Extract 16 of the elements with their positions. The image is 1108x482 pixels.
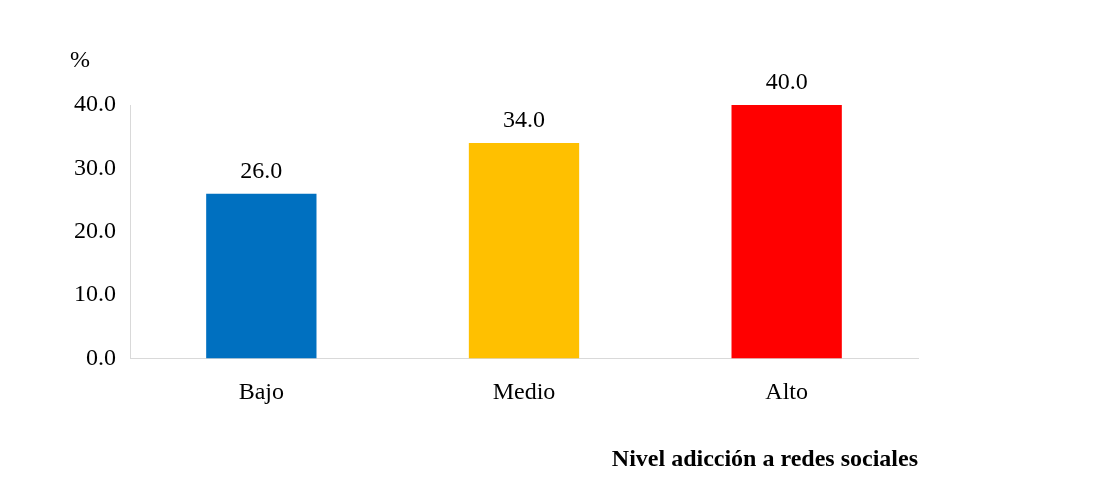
y-tick-label: 40.0 — [74, 90, 116, 117]
y-tick-label: 30.0 — [74, 153, 116, 180]
data-label: 34.0 — [503, 106, 545, 133]
data-label: 26.0 — [240, 156, 283, 183]
bar — [206, 193, 317, 359]
y-axis-title: % — [70, 46, 90, 73]
x-tick-label: Bajo — [238, 378, 284, 405]
x-tick-label: Medio — [492, 378, 556, 405]
x-tick-label: Alto — [765, 378, 808, 405]
y-tick-label: 20.0 — [74, 217, 116, 243]
y-tick-label: 0.0 — [86, 343, 116, 370]
bar — [468, 143, 580, 359]
bar — [731, 105, 842, 359]
y-tick-label: 10.0 — [74, 280, 116, 307]
x-axis-title: Nivel adicción a redes sociales — [611, 444, 918, 471]
data-label: 40.0 — [765, 68, 808, 95]
